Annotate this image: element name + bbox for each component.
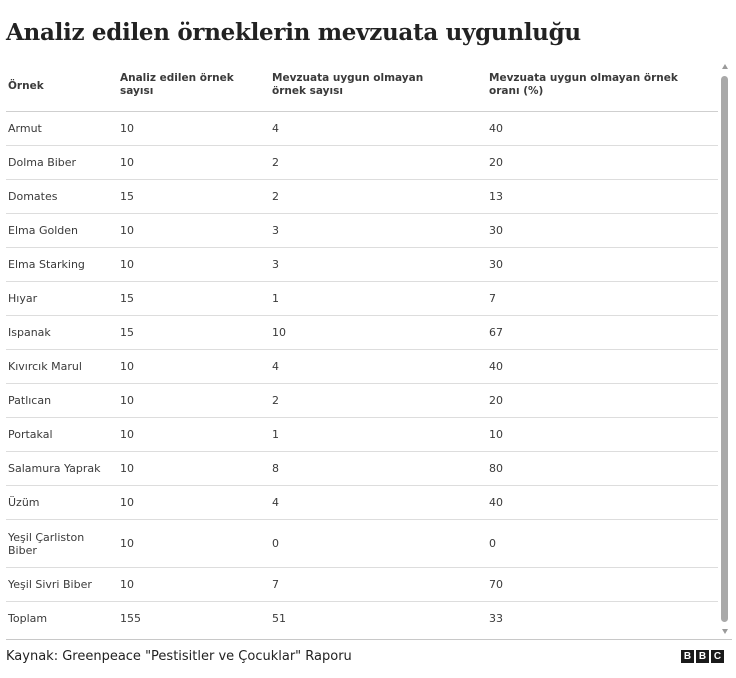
header-ornek: Örnek xyxy=(8,80,44,92)
cell-uygun-olmayan-oran: 40 xyxy=(489,122,503,135)
cell-ornek: Yeşil Sivri Biber xyxy=(8,578,92,591)
cell-uygun-olmayan-oran: 0 xyxy=(489,537,496,550)
cell-ornek: Elma Starking xyxy=(8,258,85,271)
cell-uygun-olmayan-sayi: 4 xyxy=(272,496,279,509)
cell-analiz-sayisi: 15 xyxy=(120,292,134,305)
table-row: Elma Golden 10 3 30 xyxy=(6,214,718,248)
cell-uygun-olmayan-sayi: 1 xyxy=(272,292,279,305)
cell-uygun-olmayan-sayi: 3 xyxy=(272,258,279,271)
cell-ornek: Dolma Biber xyxy=(8,156,77,169)
cell-analiz-sayisi: 10 xyxy=(120,224,134,237)
footer-divider xyxy=(6,639,732,640)
cell-uygun-olmayan-sayi: 2 xyxy=(272,156,279,169)
cell-ornek: Portakal xyxy=(8,428,53,441)
cell-ornek: Salamura Yaprak xyxy=(8,462,101,475)
cell-uygun-olmayan-oran: 33 xyxy=(489,612,503,625)
table-row: Patlıcan 10 2 20 xyxy=(6,384,718,418)
table-row: Toplam 155 51 33 xyxy=(6,602,718,633)
bbc-logo: B B C xyxy=(681,650,724,663)
cell-analiz-sayisi: 10 xyxy=(120,578,134,591)
cell-ornek: Patlıcan xyxy=(8,394,52,407)
cell-uygun-olmayan-oran: 20 xyxy=(489,394,503,407)
source-note: Kaynak: Greenpeace "Pestisitler ve Çocuk… xyxy=(6,649,352,664)
table-row: Hıyar 15 1 7 xyxy=(6,282,718,316)
cell-uygun-olmayan-oran: 30 xyxy=(489,258,503,271)
cell-uygun-olmayan-sayi: 10 xyxy=(272,326,286,339)
cell-uygun-olmayan-oran: 40 xyxy=(489,360,503,373)
data-table: Örnek Analiz edilen örnek sayısı Mevzuat… xyxy=(6,63,718,633)
cell-uygun-olmayan-sayi: 0 xyxy=(272,537,279,550)
cell-analiz-sayisi: 10 xyxy=(120,122,134,135)
cell-uygun-olmayan-oran: 80 xyxy=(489,462,503,475)
cell-ornek: Üzüm xyxy=(8,496,40,509)
cell-analiz-sayisi: 15 xyxy=(120,190,134,203)
logo-letter-3: C xyxy=(711,650,724,663)
cell-analiz-sayisi: 10 xyxy=(120,360,134,373)
cell-analiz-sayisi: 15 xyxy=(120,326,134,339)
cell-ornek: Kıvırcık Marul xyxy=(8,360,82,373)
table-row: Kıvırcık Marul 10 4 40 xyxy=(6,350,718,384)
cell-analiz-sayisi: 10 xyxy=(120,258,134,271)
table-row: Portakal 10 1 10 xyxy=(6,418,718,452)
cell-uygun-olmayan-sayi: 4 xyxy=(272,122,279,135)
table-header: Örnek Analiz edilen örnek sayısı Mevzuat… xyxy=(6,63,718,112)
cell-ornek: Toplam xyxy=(8,612,48,625)
cell-uygun-olmayan-oran: 13 xyxy=(489,190,503,203)
cell-uygun-olmayan-oran: 40 xyxy=(489,496,503,509)
cell-ornek: Armut xyxy=(8,122,42,135)
cell-uygun-olmayan-oran: 67 xyxy=(489,326,503,339)
logo-letter-2: B xyxy=(696,650,709,663)
scrollbar-thumb[interactable] xyxy=(721,76,728,622)
table-row: Yeşil Çarliston Biber 10 0 0 xyxy=(6,520,718,568)
cell-uygun-olmayan-sayi: 1 xyxy=(272,428,279,441)
table-row: Ispanak 15 10 67 xyxy=(6,316,718,350)
logo-letter-1: B xyxy=(681,650,694,663)
header-uygun-olmayan-oran: Mevzuata uygun olmayan örnek oranı (%) xyxy=(489,72,678,97)
cell-uygun-olmayan-sayi: 8 xyxy=(272,462,279,475)
cell-uygun-olmayan-sayi: 2 xyxy=(272,190,279,203)
table-row: Armut 10 4 40 xyxy=(6,112,718,146)
scroll-up-arrow-icon[interactable] xyxy=(722,64,728,69)
cell-analiz-sayisi: 10 xyxy=(120,394,134,407)
vertical-scrollbar[interactable] xyxy=(720,64,731,634)
cell-uygun-olmayan-sayi: 2 xyxy=(272,394,279,407)
table-row: Üzüm 10 4 40 xyxy=(6,486,718,520)
header-uygun-olmayan-sayi: Mevzuata uygun olmayan örnek sayısı xyxy=(272,72,424,97)
cell-ornek: Elma Golden xyxy=(8,224,78,237)
scroll-down-arrow-icon[interactable] xyxy=(722,629,728,634)
cell-analiz-sayisi: 10 xyxy=(120,537,134,550)
cell-uygun-olmayan-oran: 30 xyxy=(489,224,503,237)
cell-uygun-olmayan-sayi: 7 xyxy=(272,578,279,591)
cell-uygun-olmayan-oran: 7 xyxy=(489,292,496,305)
cell-ornek: Hıyar xyxy=(8,292,38,305)
header-analiz-edilen: Analiz edilen örnek sayısı xyxy=(120,72,234,97)
cell-ornek: Yeşil Çarliston Biber xyxy=(8,530,85,557)
cell-ornek: Ispanak xyxy=(8,326,51,339)
table-row: Dolma Biber 10 2 20 xyxy=(6,146,718,180)
cell-uygun-olmayan-oran: 20 xyxy=(489,156,503,169)
cell-analiz-sayisi: 10 xyxy=(120,462,134,475)
cell-uygun-olmayan-sayi: 51 xyxy=(272,612,286,625)
cell-analiz-sayisi: 10 xyxy=(120,428,134,441)
table-body: Armut 10 4 40 Dolma Biber 10 2 20 Domates 15 2 13 El… xyxy=(6,112,718,633)
table-row: Domates 15 2 13 xyxy=(6,180,718,214)
cell-ornek: Domates xyxy=(8,190,58,203)
cell-analiz-sayisi: 10 xyxy=(120,496,134,509)
cell-uygun-olmayan-oran: 10 xyxy=(489,428,503,441)
cell-uygun-olmayan-oran: 70 xyxy=(489,578,503,591)
table-row: Yeşil Sivri Biber 10 7 70 xyxy=(6,568,718,602)
cell-analiz-sayisi: 10 xyxy=(120,156,134,169)
cell-analiz-sayisi: 155 xyxy=(120,612,141,625)
table-row: Elma Starking 10 3 30 xyxy=(6,248,718,282)
page-title: Analiz edilen örneklerin mevzuata uygunl… xyxy=(6,19,581,46)
table-row: Salamura Yaprak 10 8 80 xyxy=(6,452,718,486)
cell-uygun-olmayan-sayi: 3 xyxy=(272,224,279,237)
cell-uygun-olmayan-sayi: 4 xyxy=(272,360,279,373)
